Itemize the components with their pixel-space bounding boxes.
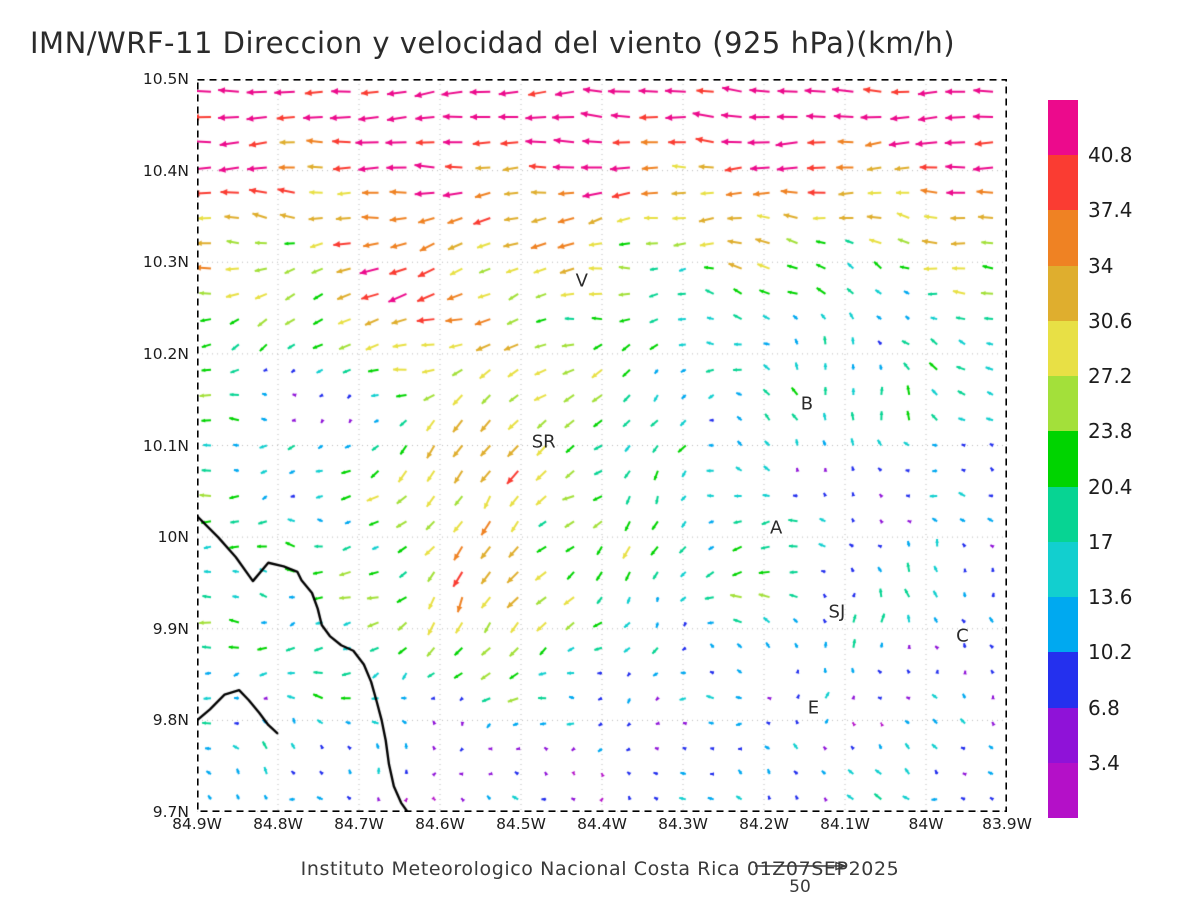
x-tick-label: 84W bbox=[908, 815, 944, 833]
y-tick-label: 9.9N bbox=[152, 619, 189, 638]
y-tick-label: 10.2N bbox=[142, 344, 189, 363]
colorbar-tick-label: 10.2 bbox=[1088, 640, 1133, 665]
colorbar-tick-label: 34 bbox=[1088, 253, 1114, 278]
y-tick-label: 10.5N bbox=[142, 70, 189, 88]
x-tick-label: 84.9W bbox=[172, 815, 222, 833]
colorbar-tick-label: 13.6 bbox=[1088, 585, 1133, 610]
x-tick-label: 84.6W bbox=[415, 815, 465, 833]
x-tick-label: 84.2W bbox=[739, 815, 789, 833]
colorbar-tick-label: 27.2 bbox=[1088, 364, 1133, 389]
colorbar-tick-label: 20.4 bbox=[1088, 474, 1133, 499]
x-tick-label: 84.4W bbox=[577, 815, 627, 833]
colorbar-tick-label: 3.4 bbox=[1088, 750, 1120, 775]
colorbar-segment bbox=[1048, 265, 1078, 321]
x-tick-label: 83.9W bbox=[982, 815, 1032, 833]
colorbar-tick-label: 30.6 bbox=[1088, 308, 1133, 333]
page-title: IMN/WRF-11 Direccion y velocidad del vie… bbox=[30, 26, 956, 60]
colorbar-tick-label: 23.8 bbox=[1088, 419, 1133, 444]
colorbar-tick-label: 40.8 bbox=[1088, 143, 1133, 168]
reference-vector-value: 50 bbox=[789, 877, 811, 897]
y-tick-label: 9.8N bbox=[152, 711, 189, 730]
colorbar-segment bbox=[1048, 100, 1078, 156]
colorbar-segment bbox=[1048, 652, 1078, 708]
colorbar bbox=[1048, 100, 1078, 818]
y-tick-label: 10.3N bbox=[142, 253, 189, 272]
y-axis-ticks: 9.7N 9.8N 9.9N 10N 10.1N 10.2N 10.3N 10.4N 10.5N bbox=[143, 70, 1007, 821]
x-tick-label: 84.5W bbox=[496, 815, 546, 833]
figure-credit: Instituto Meteorologico Nacional Costa R… bbox=[300, 858, 900, 880]
colorbar-segment bbox=[1048, 376, 1078, 432]
colorbar-segment bbox=[1048, 762, 1078, 818]
colorbar-segment bbox=[1048, 320, 1078, 377]
y-tick-label: 10N bbox=[157, 528, 189, 547]
colorbar-segment bbox=[1048, 597, 1078, 653]
plot-area: 9.7N 9.8N 9.9N 10N 10.1N 10.2N 10.3N 10.4N 10.5N… bbox=[143, 70, 1032, 833]
colorbar-segment bbox=[1048, 541, 1078, 598]
colorbar-segment bbox=[1048, 155, 1078, 211]
colorbar-segment bbox=[1048, 707, 1078, 763]
x-tick-label: 84.3W bbox=[658, 815, 708, 833]
colorbar-segment bbox=[1048, 431, 1078, 487]
colorbar-segment bbox=[1048, 486, 1078, 542]
colorbar-segment bbox=[1048, 210, 1078, 266]
x-tick-label: 84.7W bbox=[334, 815, 384, 833]
y-tick-label: 9.7N bbox=[152, 803, 189, 821]
x-tick-label: 84.8W bbox=[253, 815, 303, 833]
y-tick-label: 10.1N bbox=[142, 436, 189, 455]
y-tick-label: 10.4N bbox=[142, 161, 189, 180]
x-tick-label: 84.1W bbox=[820, 815, 870, 833]
colorbar-tick-label: 37.4 bbox=[1088, 198, 1133, 223]
colorbar-tick-label: 17 bbox=[1088, 529, 1114, 554]
colorbar-tick-label: 6.8 bbox=[1088, 695, 1120, 720]
